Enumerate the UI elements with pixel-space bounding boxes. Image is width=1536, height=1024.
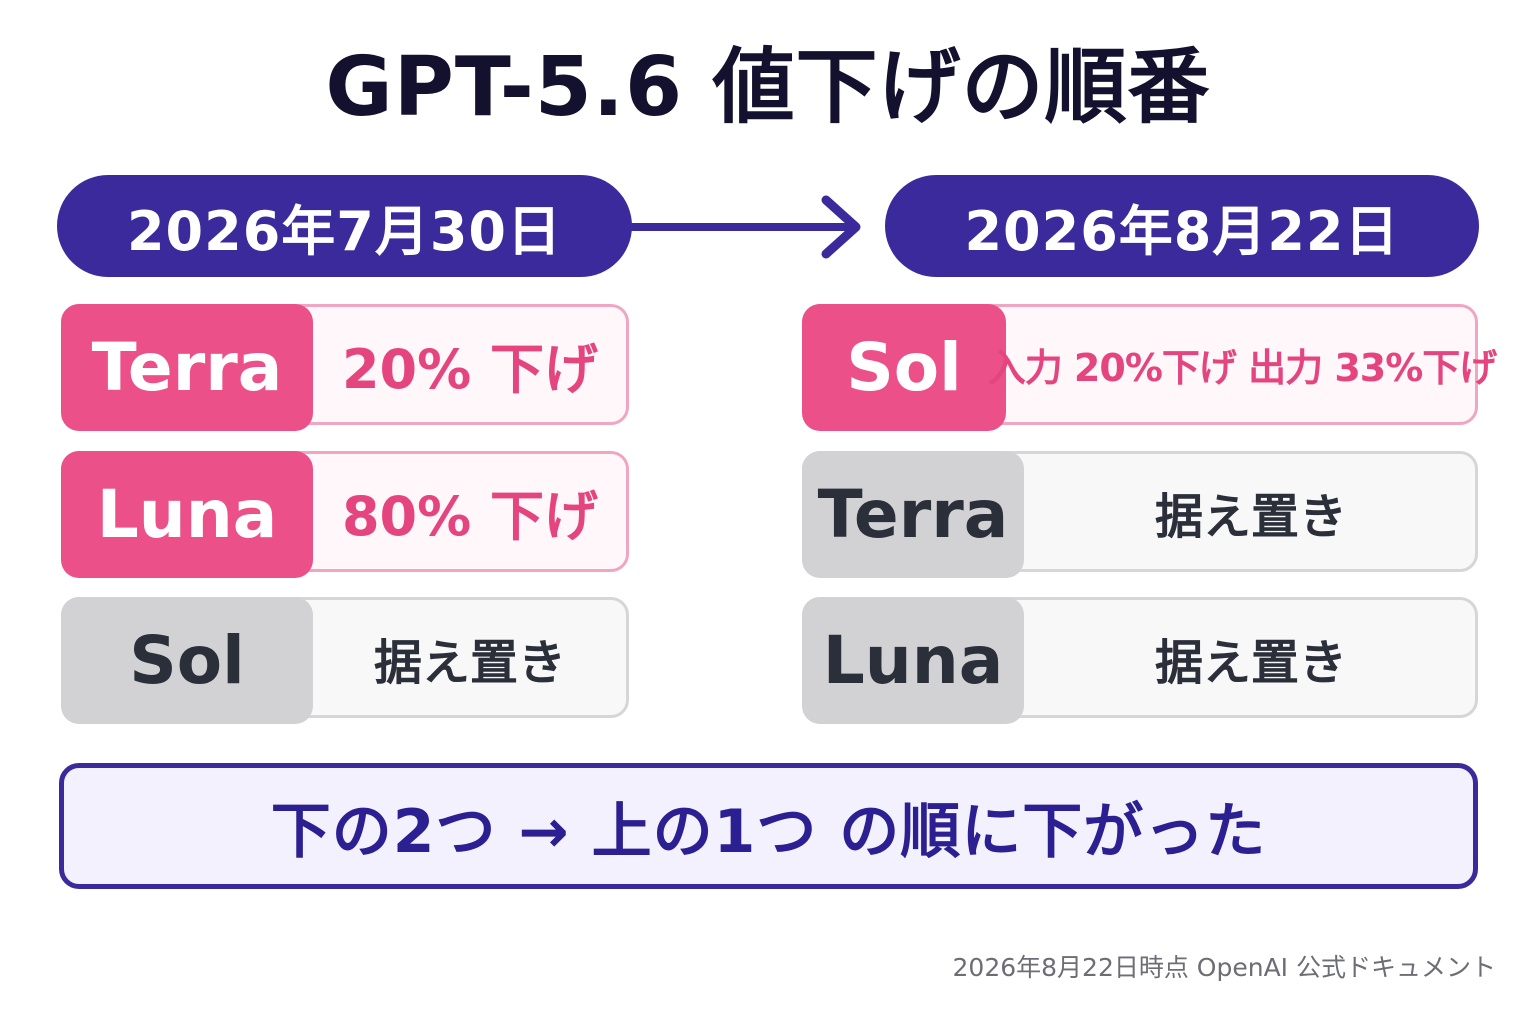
unchanged-value: 据え置き [1154, 488, 1347, 545]
price-change-value: 80% 下げ [341, 485, 599, 548]
model-tag: Terra [802, 451, 1024, 578]
model-tag: Sol [61, 597, 313, 724]
page-title: GPT-5.6 値下げの順番 [325, 40, 1211, 135]
model-tag: Terra [61, 304, 313, 431]
summary-box: 下の2つ → 上の1つ の順に下がった [59, 763, 1478, 889]
source-note: 2026年8月22日時点 OpenAI 公式ドキュメント [952, 953, 1496, 982]
left-row-terra: Terra 20% 下げ [61, 304, 629, 431]
price-change-value: 入力 20%下げ 出力 33%下げ [987, 346, 1498, 390]
unchanged-value: 据え置き [1154, 634, 1347, 691]
arrow-right-icon [628, 195, 861, 259]
right-row-luna: Luna 据え置き [802, 597, 1478, 724]
right-row-sol: Sol 入力 20%下げ 出力 33%下げ [802, 304, 1498, 431]
left-row-luna: Luna 80% 下げ [61, 451, 629, 578]
unchanged-value: 据え置き [373, 634, 566, 691]
model-tag: Luna [802, 597, 1024, 724]
model-tag: Luna [61, 451, 313, 578]
date-pill-second: 2026年8月22日 [885, 175, 1479, 277]
right-row-terra: Terra 据え置き [802, 451, 1478, 578]
left-row-sol: Sol 据え置き [61, 597, 629, 724]
date-pill-first: 2026年7月30日 [57, 175, 632, 277]
model-tag: Sol [802, 304, 1006, 431]
price-change-value: 20% 下げ [341, 338, 599, 401]
